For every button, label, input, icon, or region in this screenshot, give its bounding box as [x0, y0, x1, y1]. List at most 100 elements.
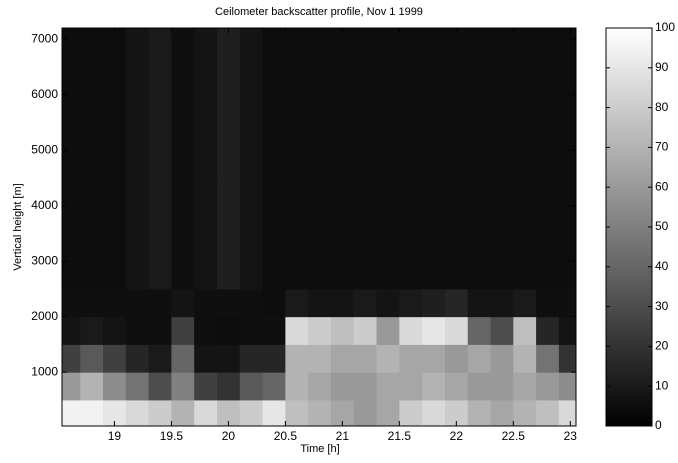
heatmap-cell: [126, 372, 149, 400]
heatmap-cell: [445, 261, 468, 289]
heatmap-cell: [103, 289, 126, 317]
heatmap-cell: [331, 317, 354, 345]
heatmap-cell: [103, 206, 126, 234]
heatmap-cell: [536, 344, 559, 372]
heatmap-cell: [263, 178, 286, 206]
heatmap-cell: [194, 39, 217, 67]
heatmap-cell: [308, 400, 331, 428]
heatmap-cell: [194, 95, 217, 123]
heatmap-cell: [377, 261, 400, 289]
heatmap-cell: [240, 344, 263, 372]
heatmap-cell: [513, 289, 536, 317]
heatmap-cell: [308, 206, 331, 234]
heatmap-cell: [285, 372, 308, 400]
colorbar-tick-label: 0: [655, 418, 662, 432]
heatmap-cell: [377, 372, 400, 400]
heatmap-cell: [377, 67, 400, 95]
heatmap-cell: [399, 400, 422, 428]
heatmap-cell: [445, 122, 468, 150]
heatmap-cell: [217, 178, 240, 206]
heatmap-cell: [80, 67, 103, 95]
heatmap-cell: [491, 150, 514, 178]
heatmap-cell: [149, 178, 172, 206]
heatmap-cell: [171, 150, 194, 178]
heatmap-cell: [103, 261, 126, 289]
heatmap-cell: [536, 178, 559, 206]
heatmap-cell: [240, 372, 263, 400]
heatmap-cell: [57, 95, 80, 123]
heatmap-cell: [468, 150, 491, 178]
heatmap-cell: [536, 11, 559, 39]
heatmap-cell: [399, 206, 422, 234]
heatmap-cell: [194, 178, 217, 206]
heatmap-cell: [80, 206, 103, 234]
y-tick-label: 4000: [31, 198, 58, 212]
heatmap-cell: [57, 39, 80, 67]
heatmap-cell: [217, 150, 240, 178]
heatmap-cell: [559, 150, 582, 178]
heatmap-cell: [331, 206, 354, 234]
heatmap-cell: [308, 289, 331, 317]
colorbar-tick-label: 10: [655, 378, 669, 392]
heatmap-cell: [80, 344, 103, 372]
heatmap-cell: [126, 11, 149, 39]
heatmap-cell: [217, 344, 240, 372]
heatmap-cell: [513, 233, 536, 261]
colorbar-tick-label: 90: [655, 60, 669, 74]
heatmap-cell: [149, 95, 172, 123]
heatmap-cell: [399, 289, 422, 317]
heatmap-cell: [331, 67, 354, 95]
heatmap-cell: [285, 400, 308, 428]
heatmap-cell: [559, 95, 582, 123]
heatmap-cell: [285, 317, 308, 345]
heatmap-cell: [536, 400, 559, 428]
heatmap-cell: [285, 344, 308, 372]
heatmap-cell: [285, 233, 308, 261]
heatmap-cell: [559, 233, 582, 261]
heatmap-cell: [445, 95, 468, 123]
heatmap-cell: [80, 261, 103, 289]
heatmap-cell: [422, 150, 445, 178]
colorbar-tick-label: 100: [655, 20, 675, 34]
heatmap-cell: [126, 344, 149, 372]
heatmap-cell: [240, 178, 263, 206]
heatmap-cell: [57, 372, 80, 400]
heatmap-cell: [126, 317, 149, 345]
heatmap-cell: [263, 122, 286, 150]
heatmap-cell: [240, 317, 263, 345]
heatmap-cell: [422, 39, 445, 67]
heatmap-cell: [57, 400, 80, 428]
heatmap-cell: [308, 317, 331, 345]
heatmap-cell: [217, 317, 240, 345]
x-tick-label: 23: [564, 429, 578, 443]
heatmap-cell: [240, 39, 263, 67]
heatmap-cell: [399, 67, 422, 95]
heatmap-cell: [80, 122, 103, 150]
heatmap-cell: [263, 344, 286, 372]
heatmap-cell: [149, 233, 172, 261]
heatmap-cell: [513, 400, 536, 428]
heatmap-cell: [354, 95, 377, 123]
heatmap-cell: [422, 261, 445, 289]
heatmap-cell: [491, 178, 514, 206]
heatmap-cell: [513, 150, 536, 178]
y-axis-label: Vertical height [m]: [12, 183, 24, 270]
heatmap-cell: [149, 400, 172, 428]
heatmap-cell: [513, 344, 536, 372]
heatmap-cell: [57, 122, 80, 150]
colorbar-tick-label: 40: [655, 259, 669, 273]
heatmap-cell: [194, 67, 217, 95]
heatmap-cell: [263, 233, 286, 261]
heatmap-cell: [331, 39, 354, 67]
heatmap-cell: [57, 178, 80, 206]
heatmap-cell: [240, 400, 263, 428]
heatmap-cell: [399, 95, 422, 123]
heatmap-cell: [513, 67, 536, 95]
heatmap-cell: [217, 39, 240, 67]
heatmap-cell: [263, 206, 286, 234]
x-tick-label: 19.5: [160, 429, 184, 443]
heatmap-cell: [354, 400, 377, 428]
heatmap-cell: [422, 317, 445, 345]
heatmap-cell: [468, 67, 491, 95]
heatmap-cell: [468, 206, 491, 234]
